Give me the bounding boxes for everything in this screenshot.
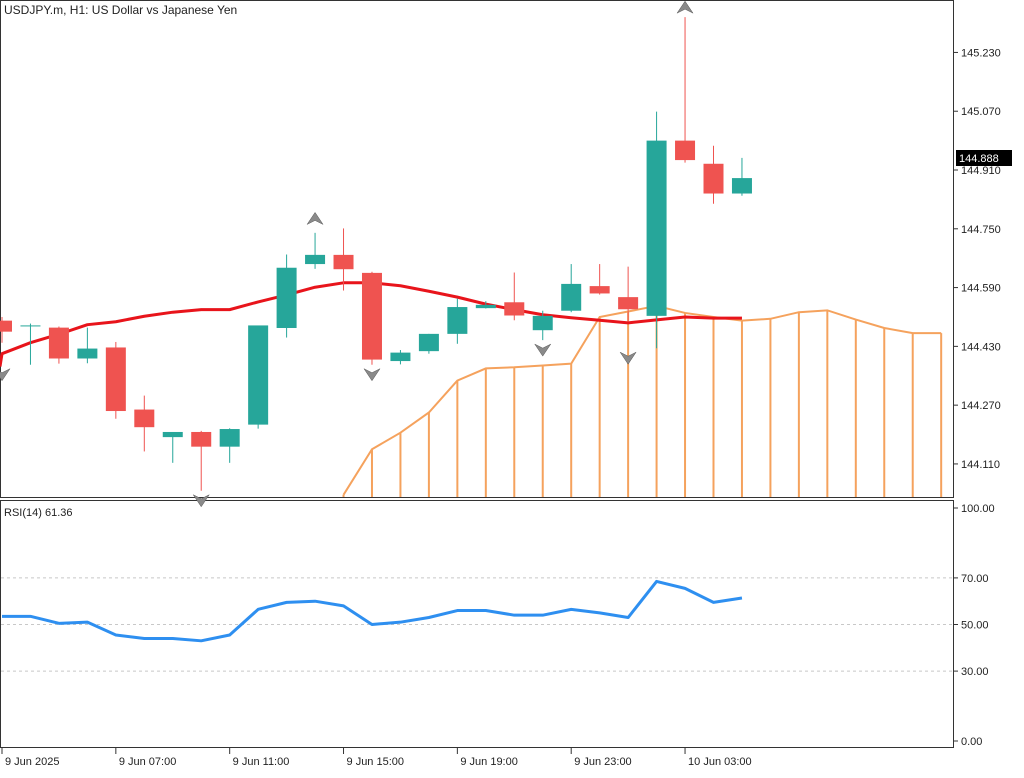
time-tick-label: 9 Jun 07:00 [119,756,177,768]
price-tick-label: 144.910 [961,165,1001,177]
candle-body [646,140,667,316]
candle-body [77,348,98,359]
candle-body [418,333,439,352]
price-tick-label: 145.070 [961,106,1001,118]
time-tick-label: 9 Jun 23:00 [574,756,632,768]
rsi-label: RSI(14) 61.36 [4,507,72,519]
fractal-arrow-down [0,368,11,382]
candle-body [675,140,696,161]
candle-body [276,267,297,328]
candle-body [0,320,12,332]
candle-body [219,429,240,447]
candle-body [105,347,126,412]
rsi-axis: 100.00 70.00 50.00 30.00 0.00 [953,503,995,748]
candle-body [48,327,69,359]
rsi-tick-label: 70.00 [961,573,989,585]
rsi-tick-label: 0.00 [961,736,982,748]
candle-body [191,431,212,447]
cloud-line [342,304,942,496]
candle-body [561,283,582,311]
current-price-label: 144.888 [959,153,999,165]
candle-body [305,254,326,265]
rsi-layer [1,577,953,672]
candle-body [475,304,496,309]
rsi-tick-label: 100.00 [961,503,995,515]
fractals-layer [0,0,694,508]
time-tick-label: 9 Jun 2025 [5,756,59,768]
chart-title: USDJPY.m, H1: US Dollar vs Japanese Yen [4,3,237,17]
price-tick-label: 144.110 [961,459,1000,471]
price-tick-label: 144.430 [961,341,1001,353]
candle-body [618,297,639,310]
rsi-tick-label: 50.00 [961,620,989,632]
price-panel-frame [0,0,954,498]
candle-body [361,272,382,360]
rsi-tick-label: 30.00 [961,666,989,678]
moving-average-line [0,281,742,367]
candles-layer [0,17,752,491]
time-tick-label: 10 Jun 03:00 [688,756,752,768]
rsi-line [2,579,743,643]
time-tick-label: 9 Jun 11:00 [233,756,290,768]
candle-body [504,302,525,316]
candle-body [333,254,354,270]
fractal-arrow-up [306,211,324,226]
price-tick-label: 144.270 [961,400,1001,412]
candle-body [134,409,155,428]
candle-body [390,352,411,362]
price-tick-label: 145.230 [961,47,1001,59]
fractal-arrow-down [619,351,637,365]
price-tick-label: 144.750 [961,224,1001,236]
candle-body [248,325,269,425]
time-axis: 9 Jun 2025 9 Jun 07:00 9 Jun 11:00 9 Jun 15… [1,748,752,768]
price-axis: 145.230 145.070 144.910 144.750 144.590 144.4… [953,47,1001,471]
fractal-arrow-down [534,343,552,357]
time-tick-label: 9 Jun 19:00 [460,756,518,768]
candle-body [447,307,468,334]
time-tick-label: 9 Jun 15:00 [347,756,405,768]
current-price-tag [956,150,1012,166]
candle-body [532,315,553,331]
fractal-arrow-down [363,368,381,382]
fractal-arrow-down [192,494,210,508]
price-tick-label: 144.590 [961,283,1001,295]
candle-body [731,178,752,194]
candle-body [20,325,41,327]
moving-average-layer [0,281,742,367]
candle-body [589,286,610,294]
candle-body [703,163,724,194]
candle-body [162,431,183,438]
fractal-arrow-up [676,0,694,14]
